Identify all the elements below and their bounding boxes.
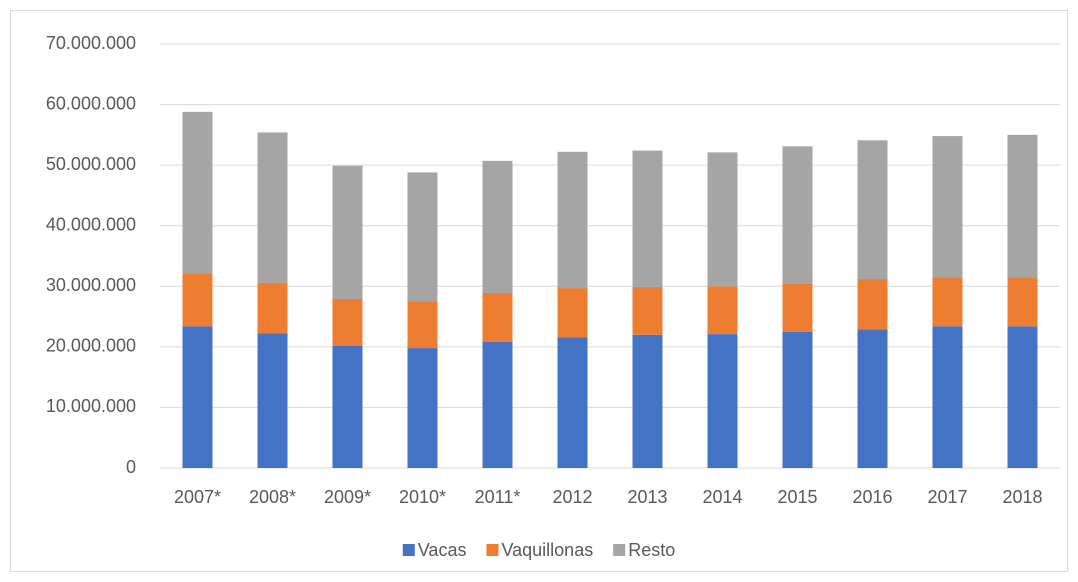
x-tick-label: 2017 <box>927 487 967 507</box>
bar-segment <box>182 273 213 327</box>
bar-segment <box>782 283 813 332</box>
bar-segment <box>407 301 438 349</box>
x-tick-label: 2015 <box>777 487 817 507</box>
bar-segment <box>1007 326 1038 468</box>
legend-swatch <box>486 544 499 556</box>
bar-segment <box>482 342 513 468</box>
y-tick-label: 0 <box>126 457 136 477</box>
chart-frame <box>10 10 1068 572</box>
x-tick-label: 2013 <box>627 487 667 507</box>
bar-segment <box>332 165 363 300</box>
y-tick-label: 70.000.000 <box>46 33 136 53</box>
legend: Vacas Vaquillonas Resto <box>402 540 675 560</box>
bar-segment <box>857 140 888 280</box>
legend-label: Vaquillonas <box>501 540 593 560</box>
bar-segment <box>257 282 288 334</box>
bar-segment <box>707 334 738 468</box>
bar-segment <box>407 172 438 302</box>
bar-segment <box>857 329 888 468</box>
bar-segment <box>1007 134 1038 278</box>
legend-swatch <box>402 544 415 556</box>
bar-segment <box>407 348 438 468</box>
y-tick-label: 20.000.000 <box>46 336 136 356</box>
y-tick-label: 60.000.000 <box>46 93 136 113</box>
legend-label: Resto <box>628 540 675 560</box>
bar-segment <box>482 292 513 343</box>
bar-segment <box>707 152 738 287</box>
bar-segment <box>857 279 888 330</box>
bar-segment <box>632 334 663 468</box>
bar-segment <box>632 150 663 287</box>
bar-segment <box>782 331 813 468</box>
bar-segment <box>557 288 588 338</box>
bar-segment <box>557 337 588 468</box>
y-tick-label: 30.000.000 <box>46 275 136 295</box>
x-tick-label: 2016 <box>852 487 892 507</box>
bar-segment <box>932 326 963 468</box>
x-tick-label: 2014 <box>702 487 742 507</box>
bar-segment <box>332 345 363 468</box>
x-tick-label: 2009* <box>324 487 371 507</box>
y-tick-label: 10.000.000 <box>46 396 136 416</box>
bar-segment <box>182 326 213 468</box>
x-tick-label: 2007* <box>174 487 221 507</box>
bar-segment <box>257 333 288 468</box>
legend-label: Vacas <box>418 540 467 560</box>
bar-segment <box>932 277 963 327</box>
y-tick-label: 40.000.000 <box>46 214 136 234</box>
x-tick-label: 2018 <box>1002 487 1042 507</box>
bar-segment <box>707 286 738 335</box>
bar-segment <box>632 286 663 335</box>
bar-segment <box>182 111 213 274</box>
bar-segment <box>332 299 363 346</box>
x-tick-label: 2011* <box>475 487 521 507</box>
y-tick-label: 50.000.000 <box>46 154 136 174</box>
bar-segment <box>782 146 813 284</box>
bar-segment <box>557 151 588 289</box>
legend-swatch <box>613 544 626 556</box>
x-tick-label: 2008* <box>249 487 296 507</box>
x-tick-label: 2012 <box>552 487 592 507</box>
x-tick-label: 2010* <box>399 487 446 507</box>
bar-segment <box>1007 277 1038 327</box>
bar-segment <box>482 160 513 293</box>
bar-segment <box>932 136 963 278</box>
bar-segment <box>257 132 288 283</box>
